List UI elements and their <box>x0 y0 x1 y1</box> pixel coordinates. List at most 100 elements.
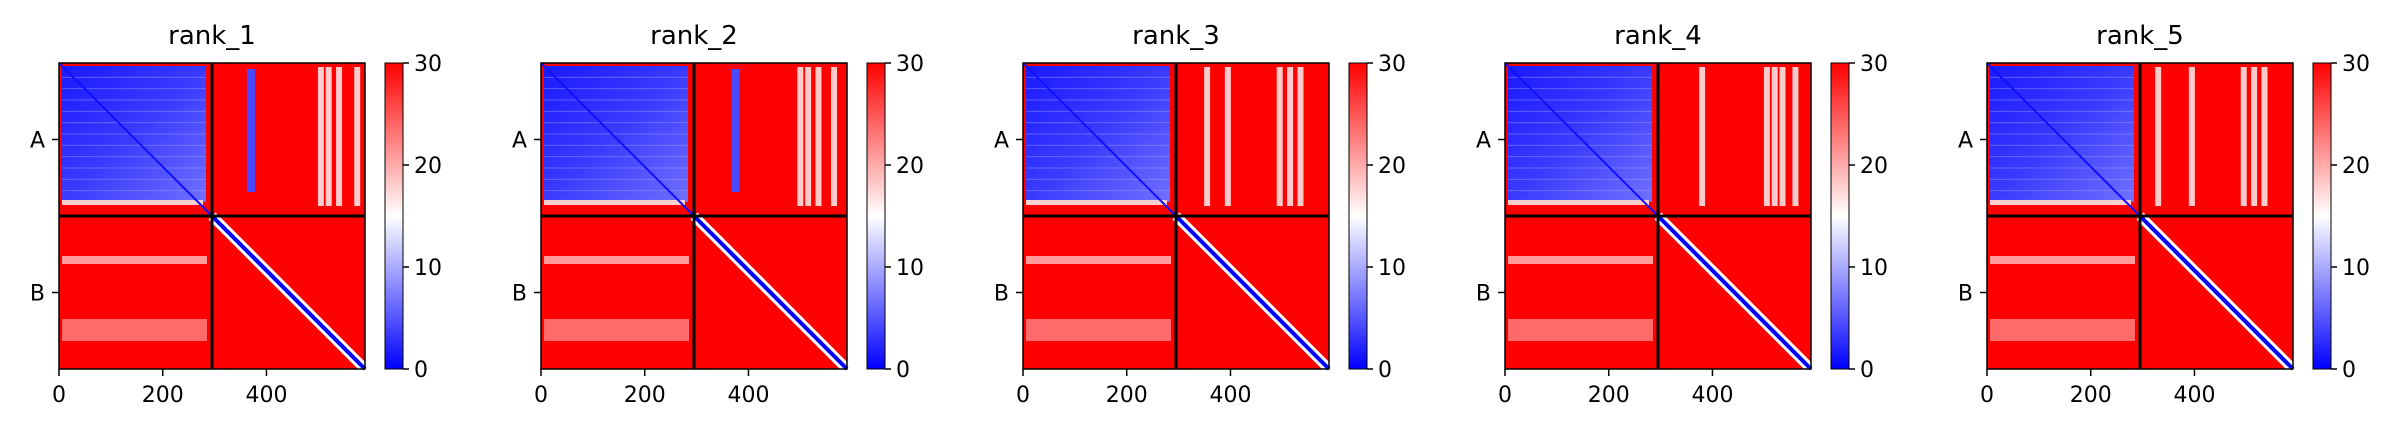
y-tick-label: B <box>30 282 45 307</box>
colorbar <box>2312 62 2332 370</box>
diagonal-A <box>1986 62 2141 217</box>
block-B-A-band <box>62 256 207 264</box>
colorbar-tick-label: 10 <box>1378 256 1406 281</box>
block-B-A-band <box>1026 319 1171 341</box>
x-tick-label: 400 <box>245 383 287 408</box>
x-tick-label: 200 <box>1106 383 1148 408</box>
colorbar-tick-label: 10 <box>2342 256 2370 281</box>
stripe-light <box>1276 67 1283 206</box>
diagonal-B <box>210 214 367 371</box>
x-tick-label: 400 <box>2173 383 2215 408</box>
diagonal-A <box>540 62 695 217</box>
block-A-A-fringe <box>1990 200 2131 205</box>
block-A-A-fringe <box>1508 200 1649 205</box>
stripe-blue <box>731 69 740 192</box>
stripe-light <box>831 67 838 206</box>
x-tick-label: 0 <box>1016 383 1030 408</box>
colorbar <box>1830 62 1850 370</box>
colorbar-tick-label: 30 <box>414 52 442 77</box>
colorbar-tick-label: 20 <box>2342 154 2370 179</box>
block-A-A-fringe <box>544 200 685 205</box>
diagonal-A <box>1504 62 1659 217</box>
colorbar-tick-label: 20 <box>896 154 924 179</box>
block-B-A-band <box>1990 319 2135 341</box>
stripe-light <box>1779 67 1786 206</box>
colorbar-tick-label: 0 <box>414 358 428 383</box>
plot-frame <box>1504 62 1812 370</box>
x-tick-label: 0 <box>1498 383 1512 408</box>
y-tick-label: A <box>512 129 527 154</box>
colorbar-tick-label: 30 <box>2342 52 2370 77</box>
colorbar <box>1348 62 1368 370</box>
diagonal-B <box>1656 214 1813 371</box>
y-tick-label: A <box>1476 129 1491 154</box>
panel-title: rank_3 <box>1132 21 1220 51</box>
colorbar-tick-label: 20 <box>414 154 442 179</box>
panel-title: rank_2 <box>650 21 738 51</box>
colorbar-tick-label: 10 <box>414 256 442 281</box>
stripe-light <box>1763 67 1770 206</box>
colorbar-tick-label: 20 <box>1860 154 1888 179</box>
x-tick-label: 400 <box>727 383 769 408</box>
colorbar-tick-label: 30 <box>1860 52 1888 77</box>
diagonal-B <box>692 214 849 371</box>
diagonal-A <box>58 62 213 217</box>
colorbar-tick-label: 0 <box>2342 358 2356 383</box>
colorbar-tick-label: 0 <box>1378 358 1392 383</box>
x-tick-label: 0 <box>52 383 66 408</box>
stripe-light <box>1224 67 1231 206</box>
x-tick-label: 200 <box>1588 383 1630 408</box>
stripe-light <box>2155 67 2162 206</box>
stripe-light <box>1699 67 1706 206</box>
block-A-A-fringe <box>1026 200 1167 205</box>
colorbar-tick-label: 0 <box>896 358 910 383</box>
block-B-A-band <box>1508 256 1653 264</box>
block-B-A-band <box>1990 256 2135 264</box>
heatmap-panel-2: rank_2 0 200 400 A B 0 10 20 30 <box>512 21 924 408</box>
y-tick-label: A <box>1958 129 1973 154</box>
stripe-light <box>1287 67 1294 206</box>
colorbar <box>384 62 404 370</box>
stripe-light <box>1297 67 1304 206</box>
x-tick-label: 200 <box>142 383 184 408</box>
block-B-A-band <box>1508 319 1653 341</box>
block-B-A-band <box>544 256 689 264</box>
block-A-A-fringe <box>62 200 203 205</box>
block-B-A-band <box>1026 256 1171 264</box>
colorbar-tick-label: 30 <box>1378 52 1406 77</box>
stripe-light <box>2261 67 2268 206</box>
block-B-A-band <box>544 319 689 341</box>
stripe-light <box>1792 67 1799 206</box>
stripe-light <box>336 67 343 206</box>
x-tick-label: 400 <box>1691 383 1733 408</box>
plot-frame <box>1022 62 1330 370</box>
x-tick-label: 0 <box>1980 383 1994 408</box>
stripe-light <box>2251 67 2258 206</box>
stripe-light <box>805 67 812 206</box>
x-tick-label: 400 <box>1209 383 1251 408</box>
plot-frame <box>540 62 848 370</box>
x-tick-label: 0 <box>534 383 548 408</box>
x-tick-label: 200 <box>2070 383 2112 408</box>
stripe-light <box>2188 67 2195 206</box>
block-B-A-band <box>62 319 207 341</box>
stripe-light <box>797 67 804 206</box>
heatmap-panel-4: rank_4 0 200 400 A B 0 10 20 30 <box>1476 21 1888 408</box>
y-tick-label: B <box>1476 282 1491 307</box>
colorbar-tick-label: 10 <box>1860 256 1888 281</box>
y-tick-label: B <box>994 282 1009 307</box>
panel-title: rank_1 <box>168 21 256 51</box>
stripe-light <box>1204 67 1211 206</box>
colorbar-tick-label: 0 <box>1860 358 1874 383</box>
stripe-blue <box>246 69 255 192</box>
y-tick-label: A <box>994 129 1009 154</box>
y-tick-label: A <box>30 129 45 154</box>
colorbar-tick-label: 30 <box>896 52 924 77</box>
stripe-light <box>354 67 361 206</box>
x-tick-label: 200 <box>624 383 666 408</box>
stripe-light <box>2240 67 2247 206</box>
y-tick-label: B <box>512 282 527 307</box>
panel-title: rank_4 <box>1614 21 1702 51</box>
heatmap-panel-1: rank_1 0 200 400 A B 0 10 20 30 <box>30 21 442 408</box>
